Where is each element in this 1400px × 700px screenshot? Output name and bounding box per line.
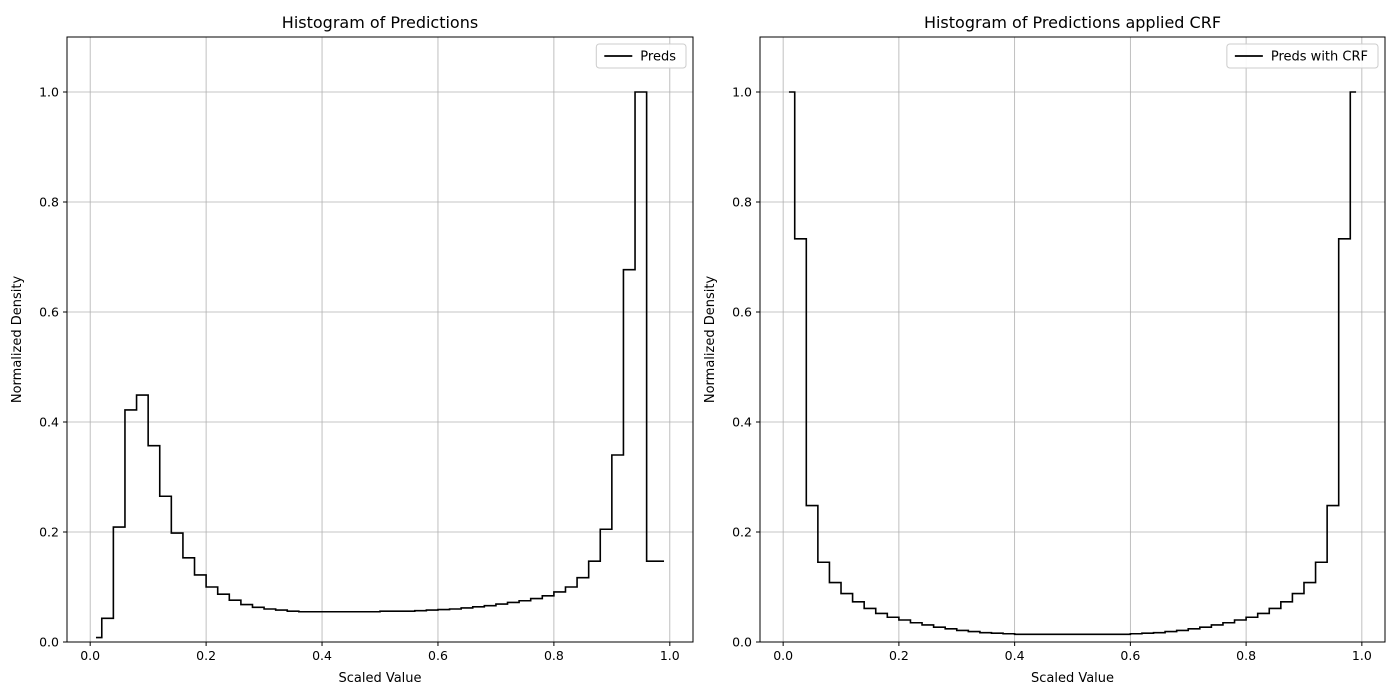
x-tick-label: 0.8 — [544, 648, 564, 663]
axes-frame — [66, 36, 694, 643]
left-chart-panel: 0.0 0.2 0.4 0.6 0.8 1.0 0.0 0.2 0.4 0.6 0.8 1.0 Hist… — [10, 13, 694, 686]
chart-title: Histogram of Predictions — [282, 13, 478, 32]
y-tick-label: 0.8 — [39, 195, 59, 210]
series-line-0 — [788, 91, 1357, 636]
x-tick-label: 0.0 — [773, 648, 793, 663]
y-tick-label: 0.8 — [732, 195, 752, 210]
x-tick-label: 1.0 — [660, 648, 680, 663]
right-chart-panel: 0.0 0.2 0.4 0.6 0.8 1.0 0.0 0.2 0.4 0.6 0.8 1.0 Hist… — [703, 13, 1386, 686]
y-tick-label: 1.0 — [39, 85, 59, 100]
y-tick-label: 0.2 — [732, 525, 752, 540]
y-tick-label: 0.4 — [732, 415, 752, 430]
x-tick-label: 0.8 — [1236, 648, 1256, 663]
x-tick-label: 0.4 — [1005, 648, 1025, 663]
legend-label: Preds with CRF — [1271, 50, 1368, 65]
x-tick-label: 0.0 — [80, 648, 100, 663]
y-tick-label: 0.6 — [39, 305, 59, 320]
legend-box — [1226, 43, 1379, 69]
chart-title: Histogram of Predictions applied CRF — [924, 13, 1221, 32]
x-tick-label: 1.0 — [1352, 648, 1372, 663]
legend-label: Preds — [640, 50, 676, 65]
x-tick-label: 0.6 — [1120, 648, 1140, 663]
x-tick-label: 0.6 — [428, 648, 448, 663]
x-axis-label: Scaled Value — [1031, 671, 1114, 686]
y-tick-label: 0.0 — [39, 635, 59, 650]
y-tick-label: 0.2 — [39, 525, 59, 540]
axes-frame — [759, 36, 1386, 643]
x-tick-label: 0.2 — [196, 648, 216, 663]
x-tick-label: 0.4 — [312, 648, 332, 663]
y-tick-label: 1.0 — [732, 85, 752, 100]
y-tick-label: 0.4 — [39, 415, 59, 430]
y-axis-label: Normalized Density — [10, 276, 25, 404]
y-tick-label: 0.0 — [732, 635, 752, 650]
series-line-0 — [95, 91, 665, 639]
y-axis-label: Normalized Density — [703, 276, 718, 404]
legend-box — [595, 43, 687, 69]
x-axis-label: Scaled Value — [338, 671, 421, 686]
x-tick-label: 0.2 — [889, 648, 909, 663]
y-tick-label: 0.6 — [732, 305, 752, 320]
